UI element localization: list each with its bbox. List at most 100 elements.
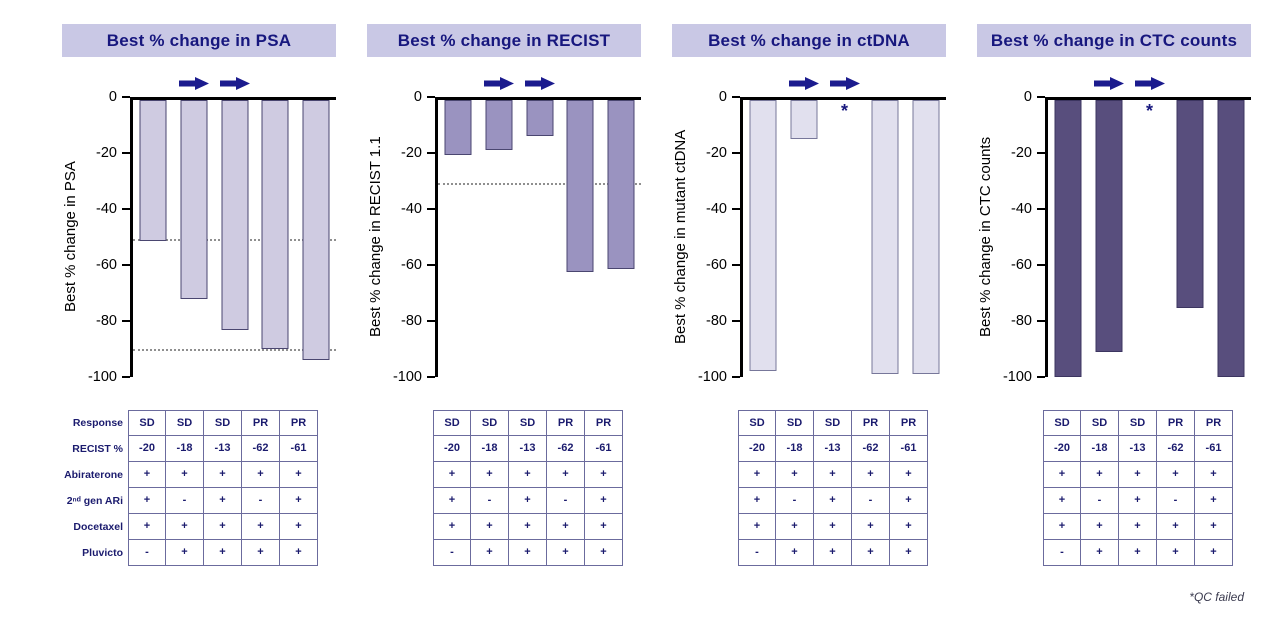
row-label: 2ⁿᵈ gen ARi: [66, 495, 123, 507]
y-tick-mark: [732, 96, 740, 98]
table-cell: PR: [890, 410, 928, 436]
table-cell: -: [242, 488, 280, 514]
table-cell: +: [280, 488, 318, 514]
y-tick-label: -60: [96, 257, 117, 273]
table-row: -20 -18 -13 -62 -61: [369, 436, 641, 462]
row-label: Abiraterone: [64, 469, 123, 481]
table-cell: +: [738, 514, 776, 540]
table-cell: +: [204, 514, 242, 540]
y-tick-label: -60: [401, 257, 422, 273]
table-cell: PR: [1157, 410, 1195, 436]
y-tick-mark: [122, 208, 130, 210]
progression-arrow: [1134, 77, 1165, 90]
table-row: -20 -18 -13 -62 -61: [979, 436, 1251, 462]
y-tick-label: -20: [1011, 145, 1032, 161]
table-row: + + + + +: [674, 462, 946, 488]
footnote-qc-failed: *QC failed: [1189, 590, 1244, 604]
table-cell: +: [852, 514, 890, 540]
table-cell: -: [776, 488, 814, 514]
table-row: SD SD SD PR PR: [979, 410, 1251, 436]
y-tick-label: 0: [108, 89, 117, 105]
table-cell: +: [1043, 462, 1081, 488]
table-cell: SD: [433, 410, 471, 436]
table-cell: +: [776, 514, 814, 540]
bar-chart: Best % change in PSA 0 -20 -40 -60 -80 -100: [62, 71, 336, 385]
table-cell: PR: [280, 410, 318, 436]
table-cell: SD: [1119, 410, 1157, 436]
y-tick-label: -40: [96, 201, 117, 217]
y-tick-label: -80: [706, 313, 727, 329]
table-cell: +: [204, 540, 242, 566]
y-tick-label: -100: [697, 369, 727, 385]
plot-area: [130, 77, 336, 377]
panel-title: Best % change in CTC counts: [977, 24, 1251, 57]
table-cell: +: [433, 488, 471, 514]
table-cell: +: [1119, 462, 1157, 488]
table-cell: +: [1195, 488, 1233, 514]
bar: [221, 100, 248, 330]
table-cell: -62: [1157, 436, 1195, 462]
table-cell: SD: [776, 410, 814, 436]
table-row: + + + + +: [674, 514, 946, 540]
figure: Best % change in PSA Best % change in PS…: [62, 24, 1251, 566]
y-tick-mark: [1037, 376, 1045, 378]
table-row: 2ⁿᵈ gen ARi + - + - +: [64, 488, 336, 514]
y-tick-label: -100: [87, 369, 117, 385]
y-axis-ticks: 0 -20 -40 -60 -80 -100: [672, 89, 740, 385]
table-cell: -: [738, 540, 776, 566]
table-cell: PR: [547, 410, 585, 436]
table-row: -20 -18 -13 -62 -61: [674, 436, 946, 462]
table-cell: PR: [585, 410, 623, 436]
table-cell: -13: [509, 436, 547, 462]
y-tick-mark: [1037, 96, 1045, 98]
panel-recist: Best % change in RECIST Best % change in…: [367, 24, 641, 566]
y-tick-label: -40: [401, 201, 422, 217]
table-cell: -: [547, 488, 585, 514]
y-tick-mark: [427, 96, 435, 98]
table-cell: +: [1157, 514, 1195, 540]
y-axis-ticks: 0 -20 -40 -60 -80 -100: [367, 89, 435, 385]
y-tick-mark: [427, 376, 435, 378]
table-cell: -62: [852, 436, 890, 462]
table-cell: +: [433, 514, 471, 540]
row-label: [979, 514, 1043, 540]
table-cell: +: [1043, 488, 1081, 514]
bar: [261, 100, 289, 350]
table-cell: -: [1157, 488, 1195, 514]
progression-arrow: [524, 77, 555, 90]
table-cell: -61: [1195, 436, 1233, 462]
table-cell: +: [738, 462, 776, 488]
table-cell: +: [242, 540, 280, 566]
table-cell: -: [852, 488, 890, 514]
table-cell: -13: [814, 436, 852, 462]
row-label: [369, 462, 433, 488]
table-cell: +: [128, 514, 166, 540]
table-cell: +: [852, 540, 890, 566]
y-tick-label: -60: [706, 257, 727, 273]
table-cell: +: [242, 514, 280, 540]
row-label: Response: [72, 417, 123, 429]
table-cell: +: [1119, 514, 1157, 540]
table-row: + + + + +: [369, 514, 641, 540]
row-label: [674, 514, 738, 540]
row-label: [979, 410, 1043, 436]
bar: [607, 100, 635, 269]
table-cell: +: [585, 462, 623, 488]
y-tick-label: -20: [706, 145, 727, 161]
table-cell: +: [585, 540, 623, 566]
reference-line: [133, 349, 336, 352]
bar: [526, 100, 553, 136]
progression-arrow: [178, 77, 209, 90]
y-tick-label: 0: [718, 89, 727, 105]
table-cell: -20: [738, 436, 776, 462]
table-cell: -: [1081, 488, 1119, 514]
progression-arrow: [788, 77, 819, 90]
annotation-table: SD SD SD PR PR -20 -18 -13 -62 -61 + + + + + + - + - + + + + + +…: [979, 410, 1251, 566]
table-cell: -62: [242, 436, 280, 462]
y-tick-mark: [427, 264, 435, 266]
table-cell: -18: [1081, 436, 1119, 462]
y-tick-mark: [122, 376, 130, 378]
table-cell: SD: [471, 410, 509, 436]
y-tick-mark: [1037, 152, 1045, 154]
y-tick-label: -20: [401, 145, 422, 161]
